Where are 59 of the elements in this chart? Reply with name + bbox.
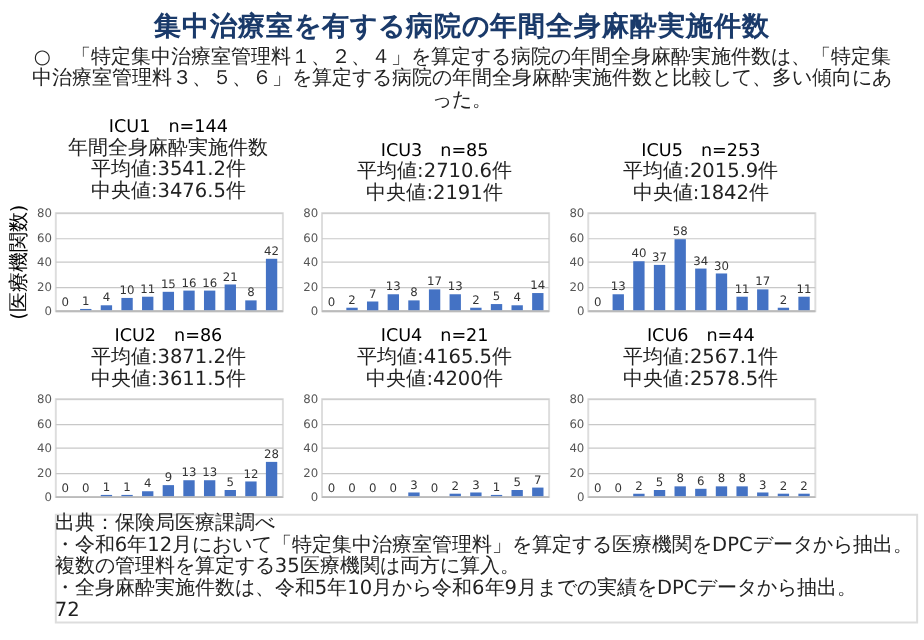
chart-title: ICU6 n=44 bbox=[646, 327, 756, 348]
chart-title: ICU5 n=253 bbox=[641, 141, 761, 162]
bar bbox=[162, 291, 175, 311]
text: 中央値:3476.5件 bbox=[90, 178, 246, 203]
bar bbox=[224, 284, 236, 311]
text: 平均値:2567.1件 bbox=[623, 345, 779, 370]
y-axis-title: (医療機関数) bbox=[7, 204, 32, 320]
bar bbox=[265, 461, 278, 497]
bar bbox=[121, 297, 133, 311]
bar bbox=[633, 261, 645, 311]
bar bbox=[798, 296, 810, 311]
bar bbox=[203, 480, 216, 497]
bar bbox=[100, 305, 113, 311]
text: 中央値:3611.5件 bbox=[90, 366, 246, 391]
bar bbox=[532, 293, 544, 311]
bar bbox=[265, 258, 278, 311]
bar bbox=[183, 290, 195, 311]
bar bbox=[653, 264, 666, 311]
bar bbox=[203, 290, 216, 311]
text: ○ 「特定集中治療室管理料１、２、４」を算定する病院の年間全身麻酔実施件数は、「特定集中治療室管理料３、５、６」を算定する病院の年間全身麻酔実施件数と比較して、多い傾向にあった。 bbox=[32, 44, 893, 112]
text: 中央値:2578.5件 bbox=[623, 366, 779, 391]
bar bbox=[224, 490, 236, 497]
chart-title: ICU3 n=85 bbox=[380, 141, 489, 162]
text: 平均値:4165.5件 bbox=[357, 345, 513, 370]
bar bbox=[490, 304, 503, 311]
chart-title: ICU1 n=144 bbox=[108, 118, 229, 139]
bar bbox=[449, 294, 461, 311]
text: 平均値:2710.6件 bbox=[357, 159, 513, 184]
bar bbox=[428, 289, 441, 311]
bar bbox=[757, 289, 769, 311]
bar bbox=[408, 300, 420, 311]
bar bbox=[366, 301, 379, 311]
text: 72 bbox=[54, 599, 80, 622]
bar bbox=[245, 481, 257, 497]
chart-title: ICU4 n=21 bbox=[380, 327, 489, 348]
text: 集中治療室を有する病院の年間全身麻酔実施件数 bbox=[152, 9, 773, 44]
chart-title: ICU2 n=86 bbox=[114, 327, 224, 348]
bar bbox=[715, 273, 728, 311]
bar bbox=[695, 268, 707, 311]
bar bbox=[142, 491, 154, 497]
text: ・全身麻酔実施件数は、令和5年10月から令和6年9月までの実績をDPCデータから抽出。 bbox=[54, 576, 858, 601]
bar bbox=[162, 485, 175, 497]
bar bbox=[674, 239, 686, 311]
text: 平均値:3541.2件 bbox=[90, 157, 246, 182]
bar bbox=[387, 294, 399, 311]
bar bbox=[245, 300, 257, 311]
text: 平均値:3871.2件 bbox=[90, 345, 246, 370]
text: 中央値:1842件 bbox=[632, 180, 769, 205]
bar bbox=[612, 294, 624, 311]
text: 中央値:2191件 bbox=[366, 180, 503, 205]
text: 年間全身麻酔実施件数 bbox=[68, 135, 269, 160]
text: 平均値:2015.9件 bbox=[623, 159, 779, 184]
text: 中央値:4200件 bbox=[366, 366, 503, 391]
text: ・令和6年12月において「特定集中治療室管理料」を算定する医療機関をDPCデータから抽出。複数の管理料を算定する35医療機関は両方に算入。 bbox=[54, 532, 913, 579]
bar bbox=[511, 305, 523, 311]
bar bbox=[736, 296, 748, 311]
source-note: 出典：保険局医療課調べ bbox=[54, 511, 275, 536]
bar bbox=[183, 480, 195, 497]
bar bbox=[142, 296, 154, 311]
